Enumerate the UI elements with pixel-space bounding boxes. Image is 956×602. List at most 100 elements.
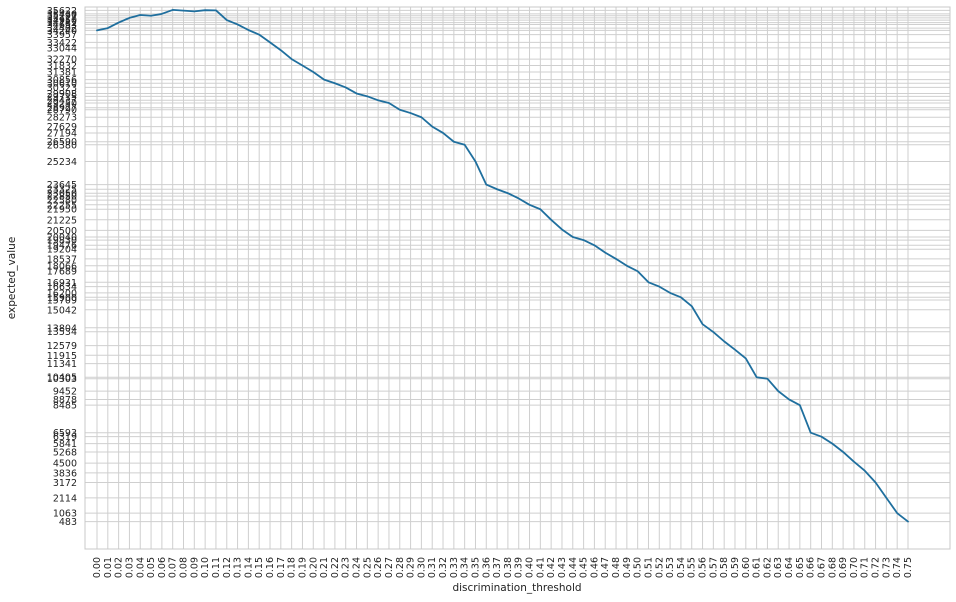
x-tick-label: 0.44 [568, 557, 579, 578]
y-tick-label: 19476 [47, 241, 77, 252]
x-tick-label: 0.53 [665, 557, 676, 578]
y-tick-label: 30856 [47, 75, 77, 86]
x-tick-label: 0.06 [157, 557, 168, 578]
x-tick-label: 0.15 [254, 557, 265, 578]
y-tick-label: 34653 [47, 20, 77, 31]
x-tick-label: 0.09 [189, 557, 200, 578]
y-tick-label: 29437 [47, 96, 77, 107]
x-tick-label: 0.31 [427, 557, 438, 578]
y-tick-label: 20040 [47, 233, 77, 244]
y-tick-label: 23645 [47, 180, 77, 191]
x-tick-label: 0.20 [308, 557, 319, 578]
y-tick-label: 22850 [47, 192, 77, 203]
x-tick-label: 0.74 [892, 557, 903, 578]
x-tick-label: 0.32 [438, 557, 449, 578]
x-tick-label: 0.27 [384, 557, 395, 578]
y-tick-label: 13804 [47, 323, 77, 334]
x-tick-label: 0.59 [730, 557, 741, 578]
plot-frame [84, 6, 951, 550]
y-tick-label: 11341 [47, 359, 77, 370]
y-tick-label: 29715 [47, 92, 77, 103]
y-tick-label: 29908 [47, 89, 77, 100]
y-tick-label: 35430 [47, 9, 77, 20]
y-tick-label: 27194 [47, 128, 77, 139]
y-tick-label: 5268 [53, 447, 77, 458]
x-tick-label: 0.63 [773, 557, 784, 578]
y-tick-label: 28790 [47, 105, 77, 116]
y-tick-label: 8878 [53, 395, 77, 406]
x-tick-label: 0.75 [903, 557, 914, 578]
x-tick-label: 0.71 [860, 557, 871, 578]
x-tick-label: 0.34 [460, 557, 471, 578]
plot-background [85, 7, 950, 549]
x-tick-label: 0.30 [416, 557, 427, 578]
y-tick-label: 12579 [47, 341, 77, 352]
y-tick-label: 6593 [53, 428, 77, 439]
x-tick-label: 0.18 [287, 557, 298, 578]
y-tick-label: 1063 [53, 509, 77, 520]
y-tick-label: 35117 [47, 13, 77, 24]
x-tick-label: 0.57 [708, 557, 719, 578]
x-tick-label: 0.66 [806, 557, 817, 578]
x-tick-label: 0.50 [633, 557, 644, 578]
x-tick-label: 0.38 [503, 557, 514, 578]
x-tick-label: 0.72 [871, 557, 882, 578]
x-tick-label: 0.48 [611, 557, 622, 578]
y-gridlines [85, 9, 950, 523]
series-line [96, 9, 909, 523]
x-tick-label: 0.04 [135, 557, 146, 578]
y-tick-label: 8485 [53, 401, 77, 412]
y-tick-label: 29250 [47, 99, 77, 110]
y-tick-label: 483 [59, 517, 77, 528]
y-tick-label: 10405 [47, 373, 77, 384]
y-tick-label: 28273 [47, 113, 77, 124]
x-tick-label: 0.37 [492, 557, 503, 578]
y-tick-label: 32270 [47, 55, 77, 66]
x-tick-label: 0.03 [124, 557, 135, 578]
y-tick-label: 2114 [53, 493, 77, 504]
y-tick-label: 20500 [47, 226, 77, 237]
x-tick-label: 0.67 [816, 557, 827, 578]
y-tick-label: 18066 [47, 261, 77, 272]
x-tick-label: 0.19 [297, 557, 308, 578]
x-tick-label: 0.35 [470, 557, 481, 578]
y-tick-label: 33957 [47, 30, 77, 41]
y-tick-label: 5841 [53, 439, 77, 450]
x-axis-label: discrimination_threshold [452, 582, 581, 594]
y-tick-label: 25234 [47, 157, 77, 168]
y-tick-label: 19830 [47, 236, 77, 247]
y-tick-label: 26380 [47, 140, 77, 151]
x-tick-label: 0.28 [395, 557, 406, 578]
x-tick-label: 0.54 [676, 557, 687, 578]
y-tick-label: 30323 [47, 83, 77, 94]
x-tick-label: 0.25 [362, 557, 373, 578]
x-tick-label: 0.40 [525, 557, 536, 578]
x-tick-label: 0.12 [222, 557, 233, 578]
y-tick-label: 17689 [47, 267, 77, 278]
x-tick-label: 0.65 [795, 557, 806, 578]
y-tick-label: 16931 [47, 278, 77, 289]
x-tick-label: 0.33 [449, 557, 460, 578]
y-tick-label: 21225 [47, 215, 77, 226]
x-tick-label: 0.55 [687, 557, 698, 578]
y-tick-label: 9452 [53, 387, 77, 398]
x-tick-label: 0.23 [341, 557, 352, 578]
y-tick-label: 4500 [53, 459, 77, 470]
x-tick-label: 0.22 [330, 557, 341, 578]
x-tick-label: 0.16 [265, 557, 276, 578]
x-tick-label: 0.26 [373, 557, 384, 578]
x-tick-label: 0.29 [406, 557, 417, 578]
x-gridlines [96, 7, 909, 549]
x-tick-label: 0.01 [103, 557, 114, 578]
y-tick-label: 3172 [53, 478, 77, 489]
x-tick-label: 0.07 [168, 557, 179, 578]
y-tick-label: 34240 [47, 26, 77, 37]
y-tick-label: 18537 [47, 254, 77, 265]
x-tick-label: 0.56 [698, 557, 709, 578]
y-tick-label: 33044 [47, 43, 77, 54]
y-tick-label: 31832 [47, 61, 77, 72]
x-tick-label: 0.49 [622, 557, 633, 578]
x-tick-label: 0.46 [589, 557, 600, 578]
